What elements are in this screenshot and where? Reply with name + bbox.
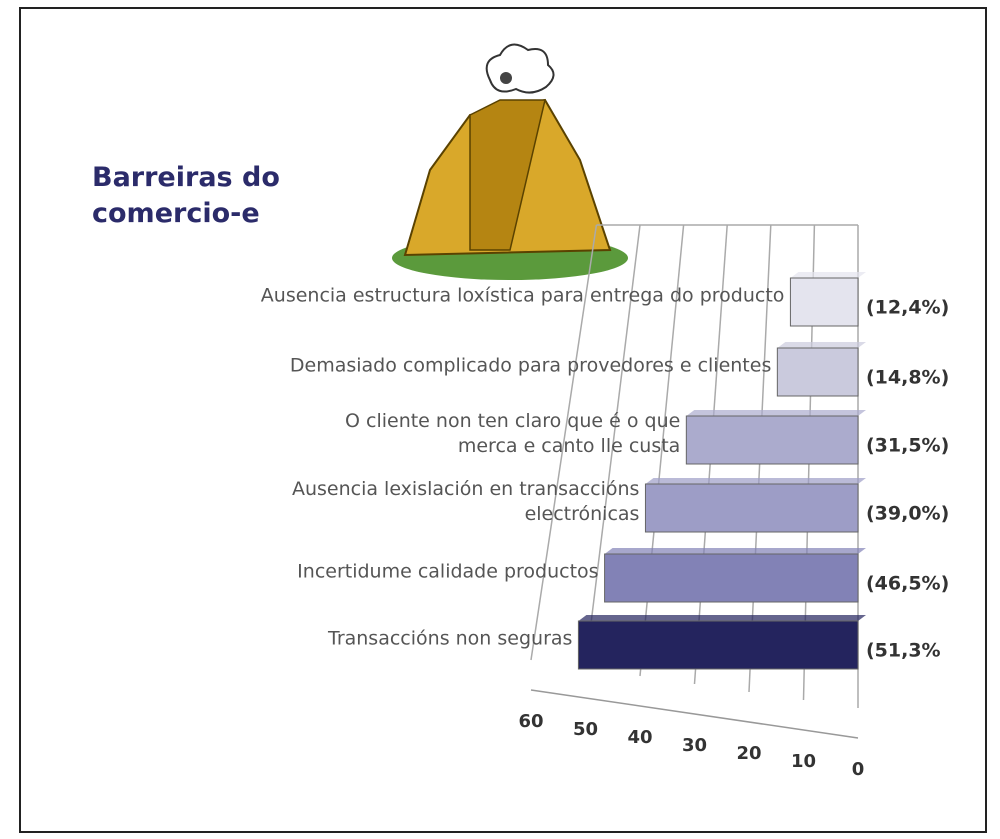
bar <box>604 553 859 603</box>
value-label: (14,8%) <box>866 367 949 389</box>
category-label: Demasiado complicado para provedores e c… <box>289 354 772 377</box>
bar-top <box>777 342 866 348</box>
chart-title: Barreiras do comercio-e <box>92 162 280 229</box>
pyramid-illustration <box>392 43 628 280</box>
bar <box>776 347 859 397</box>
bar-top <box>604 548 866 554</box>
category-label: Transaccións non seguras <box>328 627 573 650</box>
value-label: (46,5%) <box>866 573 949 595</box>
grid-line <box>530 224 598 661</box>
bar <box>789 277 859 327</box>
x-tick-label: 20 <box>736 743 761 764</box>
x-tick-label: 40 <box>627 727 652 748</box>
bar-top <box>645 478 866 484</box>
value-label: (31,5%) <box>866 435 949 457</box>
value-label: (12,4%) <box>866 297 949 319</box>
frame <box>19 7 987 833</box>
category-label: O cliente non ten claro que é o que merc… <box>345 410 681 457</box>
category-label: Ausencia estructura loxística para entre… <box>260 284 785 307</box>
axis-line <box>530 689 859 739</box>
bar-top <box>790 272 866 278</box>
x-tick-label: 30 <box>682 735 707 756</box>
bar <box>577 620 859 670</box>
bar-top <box>686 410 866 416</box>
value-label: (51,3% <box>866 640 941 662</box>
x-tick-label: 60 <box>518 711 543 732</box>
grid-line <box>584 224 641 669</box>
x-tick-label: 10 <box>791 751 816 772</box>
bar-top <box>578 615 866 621</box>
bar <box>644 483 859 533</box>
bar <box>685 415 859 465</box>
x-tick-label: 0 <box>852 759 865 780</box>
category-label: Incertidume calidade productos <box>297 560 599 583</box>
x-tick-label: 50 <box>573 719 598 740</box>
value-label: (39,0%) <box>866 503 949 525</box>
category-label: Ausencia lexislación en transaccións ele… <box>291 478 640 525</box>
